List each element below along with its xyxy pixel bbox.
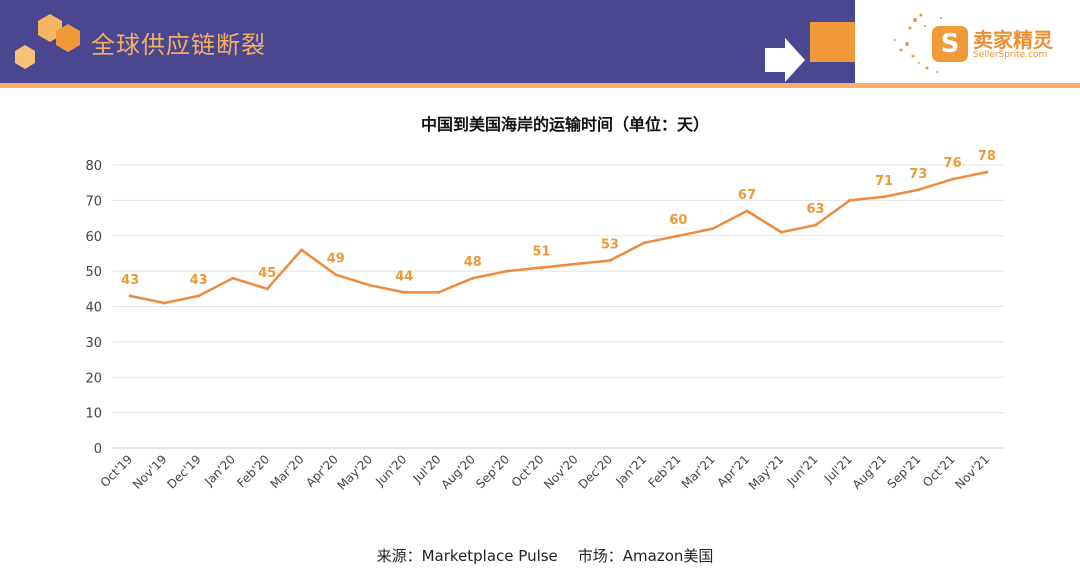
data-label: 43 bbox=[190, 273, 208, 288]
x-tick-label: Feb'20 bbox=[234, 452, 272, 490]
data-label: 71 bbox=[875, 174, 893, 189]
x-tick-label: Oct'19 bbox=[98, 452, 136, 490]
data-point bbox=[882, 195, 886, 199]
series-line bbox=[129, 170, 988, 305]
x-tick-label: May'21 bbox=[746, 452, 787, 493]
data-label: 53 bbox=[601, 238, 619, 253]
data-point bbox=[916, 188, 920, 192]
data-point bbox=[711, 227, 715, 231]
data-point bbox=[437, 290, 441, 294]
data-point bbox=[539, 266, 543, 270]
data-point bbox=[128, 294, 132, 298]
x-tick-label: Jan'21 bbox=[612, 452, 649, 489]
hexagon-logo-icon bbox=[15, 14, 80, 69]
x-tick-label: Dec'20 bbox=[576, 452, 615, 491]
x-tick-label: Oct'21 bbox=[920, 452, 958, 490]
x-tick-label: Aug'20 bbox=[438, 452, 478, 492]
data-point bbox=[265, 287, 269, 291]
y-tick-label: 40 bbox=[85, 301, 102, 316]
data-point bbox=[985, 170, 989, 174]
y-tick-label: 10 bbox=[85, 407, 102, 422]
x-tick-label: Feb'21 bbox=[646, 452, 684, 490]
data-label: 45 bbox=[258, 266, 276, 281]
x-tick-label: Jan'20 bbox=[201, 452, 238, 489]
data-label: 44 bbox=[395, 269, 413, 284]
data-point bbox=[471, 276, 475, 280]
x-tick-label: Oct'20 bbox=[509, 452, 547, 490]
data-label: 73 bbox=[909, 167, 927, 182]
market-text: 市场：Amazon美国 bbox=[577, 547, 714, 565]
data-point bbox=[197, 294, 201, 298]
data-label: 49 bbox=[327, 252, 345, 267]
data-point bbox=[676, 234, 680, 238]
brand-name: 卖家精灵 bbox=[973, 28, 1053, 52]
chart-title: 中国到美国海岸的运输时间（单位：天） bbox=[420, 115, 709, 134]
x-tick-label: Nov'21 bbox=[952, 452, 992, 492]
sparkle-dots-icon bbox=[894, 13, 942, 73]
brand-domain: SellerSprite.com bbox=[973, 50, 1048, 60]
footer-source: 来源：Marketplace Pulse 市场：Amazon美国 bbox=[0, 545, 1080, 566]
data-point bbox=[402, 290, 406, 294]
data-label: 43 bbox=[121, 273, 139, 288]
x-tick-label: Nov'20 bbox=[541, 452, 581, 492]
data-point bbox=[814, 223, 818, 227]
y-tick-label: 70 bbox=[85, 194, 102, 209]
data-label: 63 bbox=[806, 202, 824, 217]
data-point bbox=[334, 273, 338, 277]
data-point bbox=[368, 283, 372, 287]
x-tick-label: Sep'21 bbox=[884, 452, 923, 491]
y-tick-label: 60 bbox=[85, 230, 102, 245]
y-tick-label: 0 bbox=[94, 442, 102, 457]
data-label: 51 bbox=[532, 245, 550, 260]
y-tick-label: 20 bbox=[85, 371, 102, 386]
x-tick-label: Nov'19 bbox=[130, 452, 170, 492]
x-tick-label: Dec'19 bbox=[164, 452, 203, 491]
x-tick-label: Mar'21 bbox=[679, 452, 718, 491]
header-divider bbox=[0, 83, 1080, 88]
sellersprite-logo-icon: S bbox=[932, 26, 968, 62]
x-tick-label: May'20 bbox=[335, 452, 376, 493]
data-point bbox=[574, 262, 578, 266]
data-point bbox=[505, 269, 509, 273]
data-label: 76 bbox=[944, 156, 962, 171]
y-tick-label: 30 bbox=[85, 336, 102, 351]
data-point bbox=[231, 276, 235, 280]
x-tick-label: Mar'20 bbox=[268, 452, 307, 491]
data-point bbox=[162, 301, 166, 305]
page-title: 全球供应链断裂 bbox=[91, 31, 266, 59]
data-point bbox=[779, 230, 783, 234]
x-tick-label: Aug'21 bbox=[850, 452, 890, 492]
data-point bbox=[745, 209, 749, 213]
y-tick-label: 50 bbox=[85, 265, 102, 280]
source-text: 来源：Marketplace Pulse bbox=[376, 547, 558, 565]
x-tick-label: Jun'20 bbox=[372, 452, 409, 489]
data-label: 67 bbox=[738, 188, 756, 203]
data-point bbox=[951, 177, 955, 181]
data-point bbox=[642, 241, 646, 245]
x-tick-label: Sep'20 bbox=[473, 452, 512, 491]
data-label: 78 bbox=[978, 149, 996, 164]
data-point bbox=[608, 259, 612, 263]
data-label: 60 bbox=[669, 213, 687, 228]
data-label: 48 bbox=[464, 255, 482, 270]
data-point bbox=[299, 248, 303, 252]
data-point bbox=[848, 198, 852, 202]
y-tick-label: 80 bbox=[85, 159, 102, 174]
x-tick-label: Jun'21 bbox=[784, 452, 821, 489]
